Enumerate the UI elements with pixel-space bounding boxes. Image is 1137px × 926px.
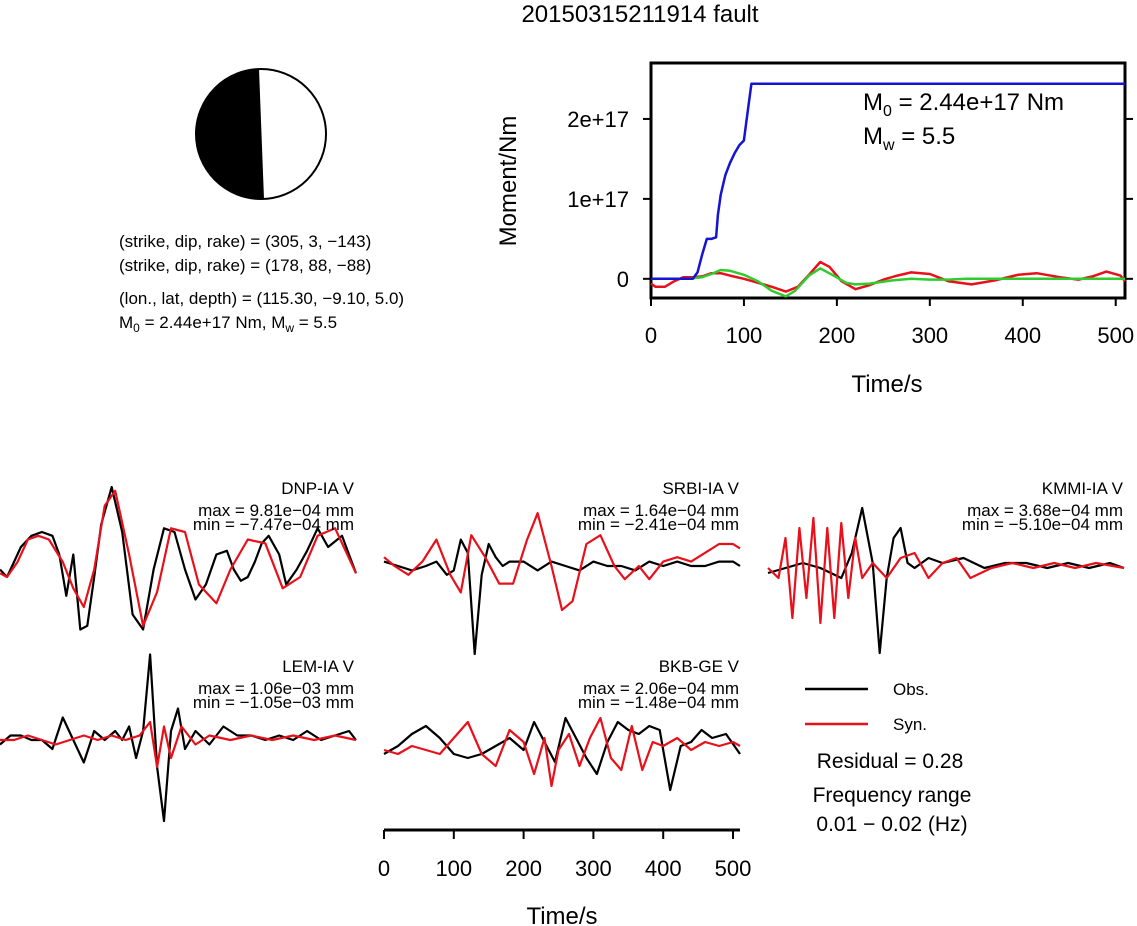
station-label: KMMI-IA V: [1042, 479, 1124, 498]
min-amplitude-label: min = −1.05e−03 mm: [193, 693, 354, 712]
figure-title: 20150315211914 fault: [521, 1, 758, 28]
moment-plot: 0 1e+17 2e+17 0 100 200 300 400 500 Moment/Nm T…: [495, 61, 1134, 398]
frequency-range-label: Frequency range: [813, 784, 972, 807]
station-label: BKB-GE V: [659, 657, 740, 676]
synthetic-trace: [383, 512, 741, 612]
beachball: [195, 68, 327, 200]
synthetic-trace: [383, 716, 741, 788]
min-amplitude-label: min = −7.47e−04 mm: [193, 515, 354, 534]
observed-trace: [767, 506, 1125, 655]
observed-trace: [383, 716, 741, 792]
beachball-compressional-quadrant: [196, 69, 264, 200]
max-amplitude-label: max = 3.68e−04 mm: [967, 501, 1123, 520]
frequency-range-value: 0.01 − 0.02 (Hz): [816, 813, 967, 836]
synthetic-trace: [0, 720, 357, 769]
magnitude-text: M0 = 2.44e+17 Nm, Mw = 5.5: [119, 313, 337, 335]
station-label: LEM-IA V: [282, 657, 354, 676]
residual-text: Residual = 0.28: [817, 750, 964, 773]
moment-series-line: [651, 267, 1125, 298]
waveform-x-axis: 0 100 200 300 400 500: [378, 828, 752, 881]
moment-ylabel: Moment/Nm: [495, 116, 522, 247]
moment-plot-frame: [649, 61, 1127, 300]
moment-mw-label: Mw = 5.5: [863, 123, 955, 154]
max-amplitude-label: max = 2.06e−04 mm: [583, 679, 739, 698]
plane1-text: (strike, dip, rake) = (305, 3, −143): [119, 232, 371, 251]
moment-xtick-label: 300: [911, 323, 948, 348]
observed-trace: [383, 538, 741, 656]
moment-xlabel: Time/s: [851, 371, 922, 398]
min-amplitude-label: min = −1.48e−04 mm: [578, 693, 739, 712]
legend-syn-label: Syn.: [893, 715, 927, 734]
moment-xtick-label: 500: [1097, 323, 1134, 348]
max-amplitude-label: max = 9.81e−04 mm: [198, 501, 354, 520]
location-text: (lon., lat, depth) = (115.30, −9.10, 5.0…: [119, 289, 404, 308]
station-label: SRBI-IA V: [662, 479, 739, 498]
moment-x-axis: 0 100 200 300 400 500: [645, 298, 1134, 348]
station-label: DNP-IA V: [281, 479, 354, 498]
waveform-xtick-label: 200: [505, 856, 542, 881]
waveform-xtick-label: 500: [715, 856, 752, 881]
waveform-xtick-label: 0: [378, 856, 390, 881]
waveform-xtick-label: 400: [645, 856, 682, 881]
min-amplitude-label: min = −5.10e−04 mm: [962, 515, 1123, 534]
max-amplitude-label: max = 1.06e−03 mm: [198, 679, 354, 698]
legend: Obs. Syn. Residual = 0.28 Frequency rang…: [805, 680, 971, 836]
moment-ytick-label: 1e+17: [567, 187, 629, 212]
waveform-xtick-label: 300: [575, 856, 612, 881]
moment-xtick-label: 0: [645, 323, 657, 348]
max-amplitude-label: max = 1.64e−04 mm: [583, 501, 739, 520]
beachball-outline: [195, 68, 327, 200]
legend-obs-label: Obs.: [893, 680, 929, 699]
moment-xtick-label: 200: [819, 323, 856, 348]
moment-ytick-label: 2e+17: [567, 107, 629, 132]
plane2-text: (strike, dip, rake) = (178, 88, −88): [119, 256, 371, 275]
moment-series: [650, 82, 1126, 298]
synthetic-trace: [0, 489, 357, 627]
moment-series-line: [651, 82, 1125, 281]
moment-y-axis: 0 1e+17 2e+17: [567, 107, 1133, 292]
moment-ytick-label: 0: [617, 267, 629, 292]
min-amplitude-label: min = −2.41e−04 mm: [578, 515, 739, 534]
moment-m0-label: M0 = 2.44e+17 Nm: [863, 89, 1064, 120]
waveform-xlabel: Time/s: [526, 903, 597, 926]
moment-series-line: [650, 260, 1126, 293]
moment-xtick-label: 400: [1004, 323, 1041, 348]
moment-xtick-label: 100: [726, 323, 763, 348]
observed-trace: [0, 485, 358, 631]
synthetic-trace: [767, 516, 1125, 625]
waveform-xtick-label: 100: [435, 856, 472, 881]
